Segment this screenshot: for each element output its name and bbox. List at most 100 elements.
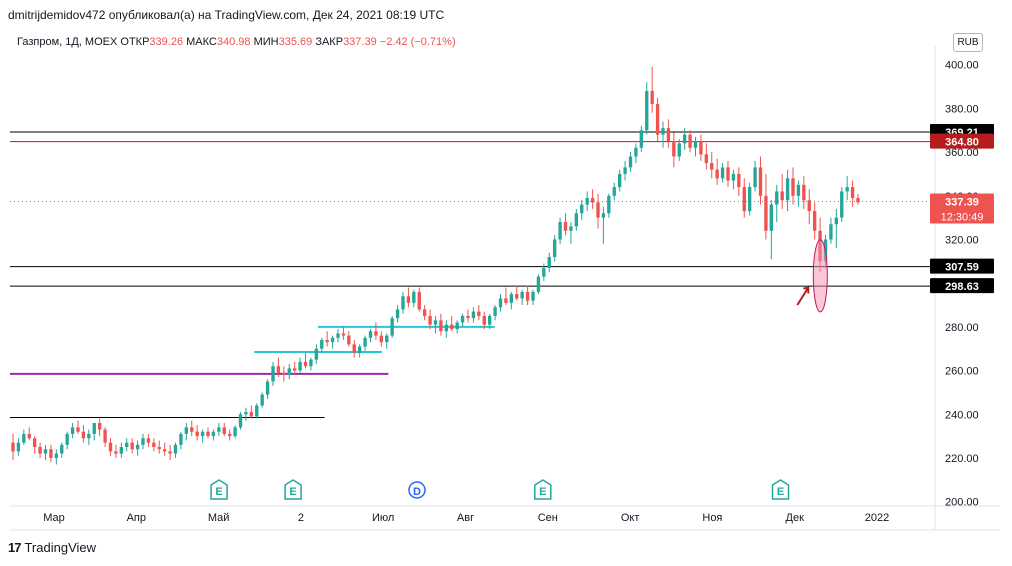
candle-body <box>661 128 665 135</box>
candle-body <box>531 291 535 301</box>
candle-body <box>693 141 698 148</box>
candle-body <box>406 296 411 303</box>
candle-body <box>190 427 194 432</box>
high-label: МАКС <box>186 36 217 48</box>
candle-body <box>135 444 140 450</box>
candle-body <box>27 433 31 439</box>
candle-body <box>726 167 730 181</box>
symbol-label[interactable]: Газпром, 1Д, MOEX <box>17 36 118 48</box>
candle-body <box>287 368 291 375</box>
candle-body <box>130 442 134 450</box>
price-label-box <box>930 258 994 274</box>
price-tick-label: 340.00 <box>945 191 979 203</box>
event-marker-label: E <box>539 486 546 498</box>
candle-body <box>114 451 118 454</box>
candle-body <box>688 134 692 148</box>
candle-body <box>639 130 644 148</box>
price-label-text: 337.39 <box>945 197 979 209</box>
time-axis: Мар Апр Май 2 Июл Авг Сен Окт Ноя Дек 2022 <box>43 512 889 524</box>
candle-body <box>146 438 151 443</box>
candle-body <box>747 187 752 212</box>
price-label-text: 307.59 <box>945 262 979 274</box>
candle-body <box>103 429 107 443</box>
candle-body <box>612 187 616 196</box>
candle-body <box>330 337 335 343</box>
candle-body <box>417 291 421 310</box>
currency-button[interactable]: RUB <box>953 33 983 52</box>
candle-body <box>552 239 557 257</box>
candle-body <box>22 433 26 443</box>
dividend-marker-icon <box>408 481 426 499</box>
price-tick-label: 320.00 <box>945 234 979 246</box>
low-label: МИН <box>253 36 279 48</box>
candle-body <box>309 359 313 367</box>
candle-body <box>704 154 709 164</box>
candle-body <box>823 239 828 262</box>
candle-body <box>590 197 595 203</box>
time-tick-label: Авг <box>457 512 474 524</box>
candle-body <box>265 381 270 395</box>
price-tick-label: 260.00 <box>945 366 979 378</box>
price-label-box <box>930 133 994 149</box>
event-marker-label: E <box>777 486 784 498</box>
candle-body <box>601 213 606 218</box>
candle-body <box>173 444 178 454</box>
candle-body <box>390 318 394 336</box>
horizontal-levels <box>10 131 935 419</box>
event-marker-label: E <box>215 486 222 498</box>
candle-body <box>249 412 254 417</box>
candle-body <box>206 431 210 437</box>
candle-body <box>574 213 579 227</box>
time-tick-label: Мар <box>43 512 65 524</box>
candle-body <box>341 333 346 336</box>
time-tick-label: Дек <box>786 512 805 524</box>
candle-body <box>357 346 362 354</box>
candle-body <box>482 315 486 325</box>
candle-body <box>471 311 476 319</box>
candle-body <box>119 447 124 454</box>
candle-body <box>439 320 443 332</box>
candle-body <box>76 427 80 432</box>
candle-body <box>298 361 302 371</box>
candle-body <box>65 433 69 445</box>
candle-body <box>108 442 113 452</box>
candle-body <box>11 442 15 452</box>
candle-body <box>672 141 676 157</box>
candle-body <box>812 211 817 231</box>
candle-body <box>352 344 356 354</box>
candle-body <box>125 442 129 448</box>
candle-body <box>515 294 519 299</box>
price-label-text: 369.21 <box>945 127 979 139</box>
candle-body <box>607 195 611 214</box>
candle-body <box>796 184 801 196</box>
candle-body <box>780 191 784 201</box>
candle-body <box>585 197 589 205</box>
candle-body <box>97 422 102 430</box>
candle-body <box>184 427 189 434</box>
candle-body <box>412 291 416 303</box>
candle-body <box>211 431 216 437</box>
candle-body <box>834 217 839 225</box>
candle-body <box>596 202 600 218</box>
event-marker-label: D <box>413 486 421 498</box>
candle-body <box>422 309 427 316</box>
price-tick-label: 280.00 <box>945 322 979 334</box>
candle-body <box>325 339 329 343</box>
price-tick-label: 200.00 <box>945 497 979 509</box>
candle-body <box>737 173 741 188</box>
candle-body <box>802 184 806 201</box>
candle-body <box>807 200 811 212</box>
candle-body <box>731 173 736 181</box>
candle-body <box>509 294 514 303</box>
time-tick-label: Сен <box>538 512 558 524</box>
footer-brand[interactable]: 17 TradingView <box>8 540 96 555</box>
candle-body <box>38 447 42 454</box>
candle-body <box>70 427 75 434</box>
candle-body <box>233 427 237 437</box>
candle-body <box>292 368 297 371</box>
ohlc-legend: Газпром, 1Д, MOEX ОТКР339.26 МАКС340.98 … <box>17 36 456 48</box>
